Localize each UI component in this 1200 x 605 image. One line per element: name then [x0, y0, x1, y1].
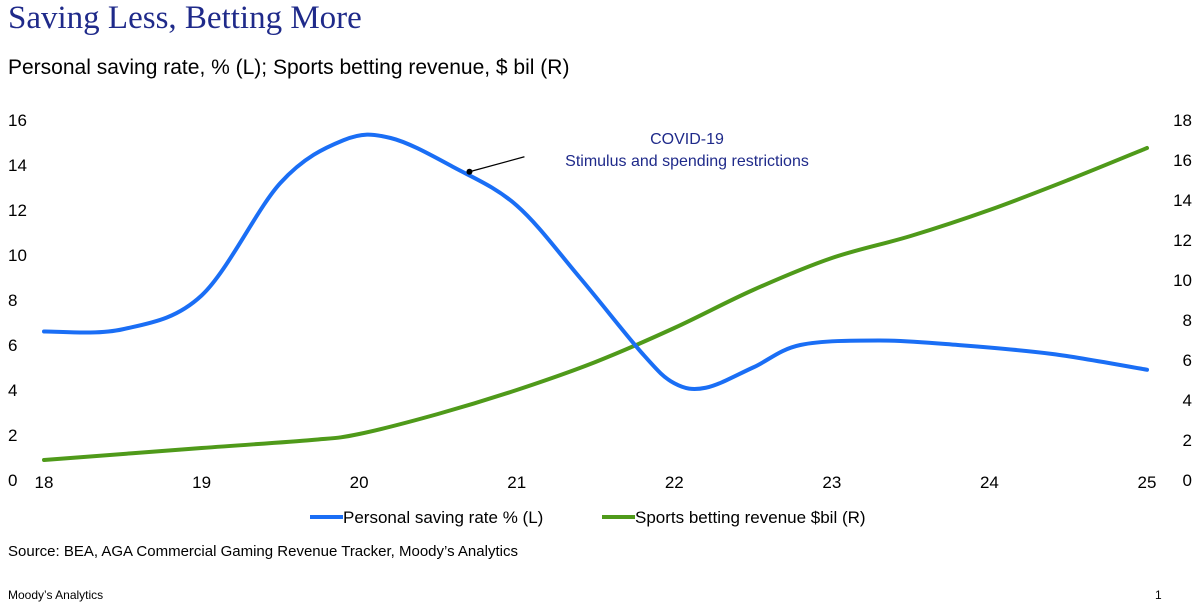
right-axis-ticks: 0 2 4 6 8 10 12 14 16 18	[1173, 111, 1192, 490]
betting-revenue-line	[42, 146, 1149, 462]
right-tick-label: 8	[1183, 311, 1192, 330]
annotation-text: COVID-19	[650, 131, 724, 148]
x-tick-label: 25	[1138, 473, 1157, 492]
legend-label: Sports betting revenue $bil (R)	[635, 508, 866, 527]
left-tick-label: 14	[8, 156, 27, 175]
series-layer	[42, 132, 1149, 462]
right-tick-label: 18	[1173, 111, 1192, 130]
chart-subtitle: Personal saving rate, % (L); Sports bett…	[8, 56, 570, 79]
right-tick-label: 2	[1183, 431, 1192, 450]
legend-label: Personal saving rate % (L)	[343, 508, 543, 527]
left-tick-label: 0	[8, 471, 17, 490]
right-tick-label: 10	[1173, 271, 1192, 290]
footer-brand: Moody’s Analytics	[8, 588, 104, 602]
legend: Personal saving rate % (L) Sports betting…	[310, 508, 866, 527]
x-tick-label: 24	[980, 473, 999, 492]
left-tick-label: 8	[8, 291, 17, 310]
left-tick-label: 10	[8, 246, 27, 265]
x-tick-label: 22	[665, 473, 684, 492]
x-tick-label: 23	[822, 473, 841, 492]
right-tick-label: 4	[1183, 391, 1192, 410]
right-tick-label: 16	[1173, 151, 1192, 170]
right-tick-label: 6	[1183, 351, 1192, 370]
right-tick-label: 14	[1173, 191, 1192, 210]
source-note: Source: BEA, AGA Commercial Gaming Reven…	[8, 543, 518, 560]
right-tick-label: 12	[1173, 231, 1192, 250]
chart-title: Saving Less, Betting More	[8, 0, 362, 36]
x-tick-label: 21	[507, 473, 526, 492]
annotation-leader-line	[469, 156, 525, 173]
annotation-text: Stimulus and spending restrictions	[565, 153, 809, 170]
left-tick-label: 2	[8, 426, 17, 445]
saving-rate-line	[42, 132, 1149, 391]
left-tick-label: 16	[8, 111, 27, 130]
right-tick-label: 0	[1183, 471, 1192, 490]
left-tick-label: 4	[8, 381, 17, 400]
x-axis-ticks: 18 19 20 21 22 23 24 25	[35, 473, 1157, 492]
annotation: COVID-19 Stimulus and spending restrictio…	[466, 131, 809, 175]
left-tick-label: 12	[8, 201, 27, 220]
page-number: 1	[1155, 588, 1162, 602]
left-tick-label: 6	[8, 336, 17, 355]
left-axis-ticks: 0 2 4 6 8 10 12 14 16	[8, 111, 27, 490]
annotation-marker	[466, 168, 473, 175]
x-tick-label: 18	[35, 473, 54, 492]
x-tick-label: 20	[350, 473, 369, 492]
x-tick-label: 19	[192, 473, 211, 492]
